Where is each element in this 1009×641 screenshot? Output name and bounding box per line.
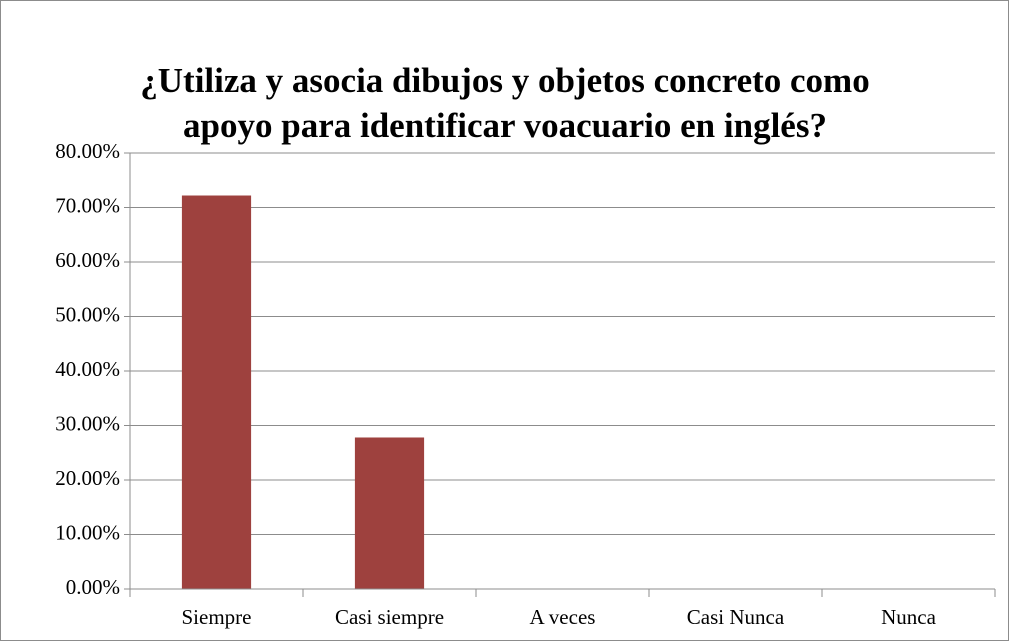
- y-tick-label: 10.00%: [55, 520, 120, 544]
- y-tick-label: 40.00%: [55, 357, 120, 381]
- x-tick-label: Siempre: [182, 605, 252, 629]
- chart-title: ¿Utiliza y asocia dibujos y objetos conc…: [140, 61, 869, 100]
- chart-title: apoyo para identificar voacuario en ingl…: [183, 106, 827, 145]
- y-tick-label: 70.00%: [55, 193, 120, 217]
- y-tick-label: 60.00%: [55, 248, 120, 272]
- y-tick-label: 30.00%: [55, 411, 120, 435]
- bar: [181, 195, 252, 589]
- x-tick-label: Nunca: [881, 605, 936, 629]
- y-tick-label: 0.00%: [66, 575, 120, 599]
- x-tick-label: Casi siempre: [335, 605, 444, 629]
- y-tick-label: 80.00%: [55, 139, 120, 163]
- x-tick-label: A veces: [530, 605, 596, 629]
- y-tick-label: 20.00%: [55, 466, 120, 490]
- y-tick-label: 50.00%: [55, 302, 120, 326]
- bar: [354, 437, 425, 589]
- x-tick-label: Casi Nunca: [687, 605, 785, 629]
